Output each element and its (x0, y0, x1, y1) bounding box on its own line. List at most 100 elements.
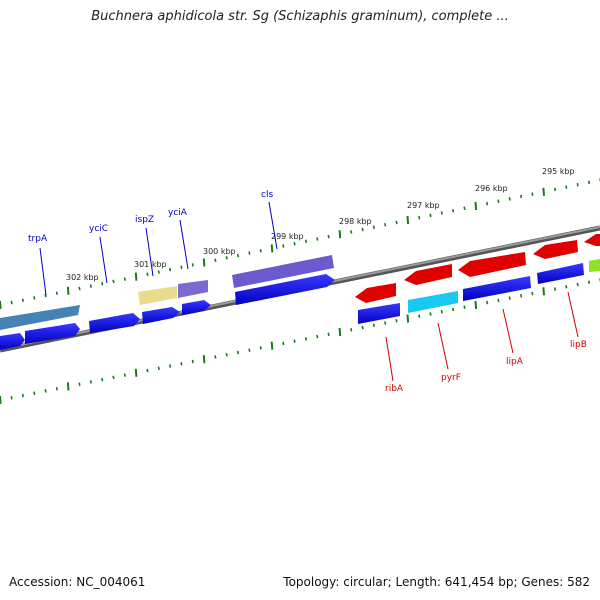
inner-tick (123, 373, 126, 377)
scale-label-302: 302 kbp (66, 273, 99, 282)
inner-tick (248, 348, 251, 352)
outer-tick (259, 249, 262, 253)
gene-pyrF-cyan (408, 291, 458, 313)
gene-cls-forward (235, 274, 335, 305)
gene-label-yciA: yciA (168, 208, 188, 218)
outer-tick (236, 253, 240, 258)
inner-tick (587, 280, 591, 285)
leader-lipB (567, 291, 579, 338)
gene-label-ispZ: ispZ (135, 215, 154, 225)
leader-yciC (99, 236, 108, 284)
leader-ribA (385, 336, 394, 382)
outer-tick (89, 284, 92, 288)
outer-tick (101, 282, 104, 286)
outer-tick (191, 263, 194, 267)
gene-ispZ-cog (138, 286, 177, 305)
gene-right-cog (584, 234, 600, 246)
inner-tick (406, 314, 410, 323)
gene-ribA-forward (358, 303, 400, 324)
outer-tick (395, 220, 398, 225)
inner-tick (55, 386, 58, 391)
gene-label-lipA: lipA (506, 357, 524, 367)
outer-tick (214, 258, 217, 262)
scale-label-301: 301 kbp (134, 260, 167, 269)
gene-right-lime (589, 259, 600, 272)
inner-tick (270, 341, 274, 350)
outer-tick (520, 194, 523, 199)
outer-tick (293, 241, 296, 246)
gene-trpA-cog (0, 305, 80, 330)
scale-label-296: 296 kbp (475, 184, 508, 193)
outer-tick (474, 201, 478, 210)
gene-label-trpA: trpA (28, 234, 48, 244)
gene-label-pyrF: pyrF (441, 373, 461, 383)
outer-tick (497, 199, 500, 203)
inner-tick (0, 395, 2, 405)
inner-tick (169, 364, 172, 368)
scale-labels: 302 kbp 301 kbp 300 kbp 299 kbp 298 kbp … (66, 167, 575, 282)
leader-pyrF (437, 322, 449, 370)
outer-tick (112, 279, 115, 284)
outer-tick (576, 182, 579, 187)
inner-tick (395, 319, 398, 323)
outer-tick (55, 291, 58, 295)
leader-lipA (502, 308, 514, 354)
outer-tick (531, 192, 534, 196)
scale-label-299: 299 kbp (271, 232, 304, 241)
outer-tick (180, 265, 183, 270)
outer-tick (78, 286, 81, 291)
gene-cls-cog (232, 255, 334, 288)
inner-tick (350, 328, 353, 332)
inner-tick (89, 380, 92, 384)
inner-tick (304, 337, 308, 341)
outer-tick (10, 300, 13, 305)
inner-tick (78, 382, 81, 386)
accession-text: Accession: NC_004061 (9, 575, 146, 589)
outer-tick (304, 239, 308, 244)
outer-tick (463, 206, 466, 211)
genome-summary: Topology: circular; Length: 641,454 bp; … (283, 575, 590, 589)
inner-tick (33, 391, 36, 395)
outer-tick (316, 237, 319, 241)
outer-tick (384, 223, 387, 227)
gene-ribA-cog (355, 283, 396, 303)
outer-tick (452, 208, 455, 213)
inner-tick (66, 382, 70, 391)
gene-trpA-forward (25, 323, 80, 344)
inner-tick (474, 300, 478, 309)
inner-tick (316, 334, 319, 339)
outer-tick (44, 293, 47, 298)
inner-tick (327, 332, 330, 337)
inner-tick (214, 355, 217, 359)
outer-tick (361, 227, 364, 232)
inner-tick (10, 395, 13, 400)
gene-label-lipB: lipB (570, 340, 587, 350)
inner-tick (372, 323, 375, 328)
gene-ispZ-forward (142, 307, 180, 324)
outer-tick-ring (0, 178, 600, 310)
outer-tick (0, 300, 2, 310)
outer-tick (587, 180, 591, 185)
inner-tick (180, 362, 183, 366)
gene-lipB-cog (533, 240, 578, 259)
outer-tick (123, 277, 126, 281)
outer-tick (508, 197, 511, 201)
inner-tick (486, 300, 489, 305)
inner-tick (293, 339, 296, 343)
gene-lipB-forward (537, 263, 584, 284)
outer-tick (66, 286, 70, 295)
leader-yciA (179, 219, 189, 270)
outer-tick (33, 296, 36, 300)
page-title: Buchnera aphidicola str. Sg (Schizaphis … (91, 9, 509, 24)
gene-label-yciC: yciC (89, 224, 108, 234)
inner-tick (236, 350, 240, 355)
outer-tick (565, 185, 568, 189)
inner-tick (191, 359, 194, 364)
gene-lipA-cog (458, 252, 526, 277)
outer-tick (21, 298, 24, 303)
cog-row-top (0, 234, 600, 330)
leader-ispZ (145, 227, 154, 277)
inner-tick (361, 325, 364, 330)
outer-tick (486, 201, 489, 206)
